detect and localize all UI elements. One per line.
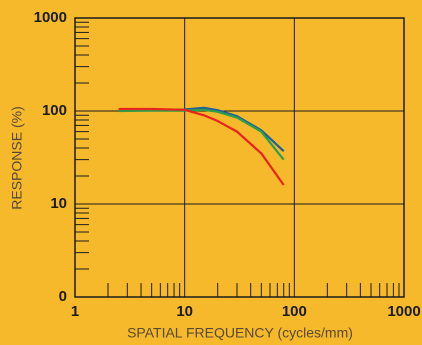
x-tick-label: 10 <box>176 303 193 320</box>
y-tick-label: 10 <box>50 195 67 212</box>
plot-frame <box>74 17 405 298</box>
y-axis-label: RESPONSE (%) <box>9 106 25 209</box>
x-tick-label: 1 <box>71 303 79 320</box>
y-tick-label: 0 <box>59 288 67 305</box>
series-line <box>118 108 285 161</box>
series-line <box>118 107 285 186</box>
x-tick-label: 100 <box>282 303 307 320</box>
x-tick-label: 1000 <box>387 303 420 320</box>
y-tick-label: 1000 <box>34 9 67 26</box>
x-axis-label: SPATIAL FREQUENCY (cycles/mm) <box>127 325 353 341</box>
y-tick-label: 100 <box>42 102 67 119</box>
